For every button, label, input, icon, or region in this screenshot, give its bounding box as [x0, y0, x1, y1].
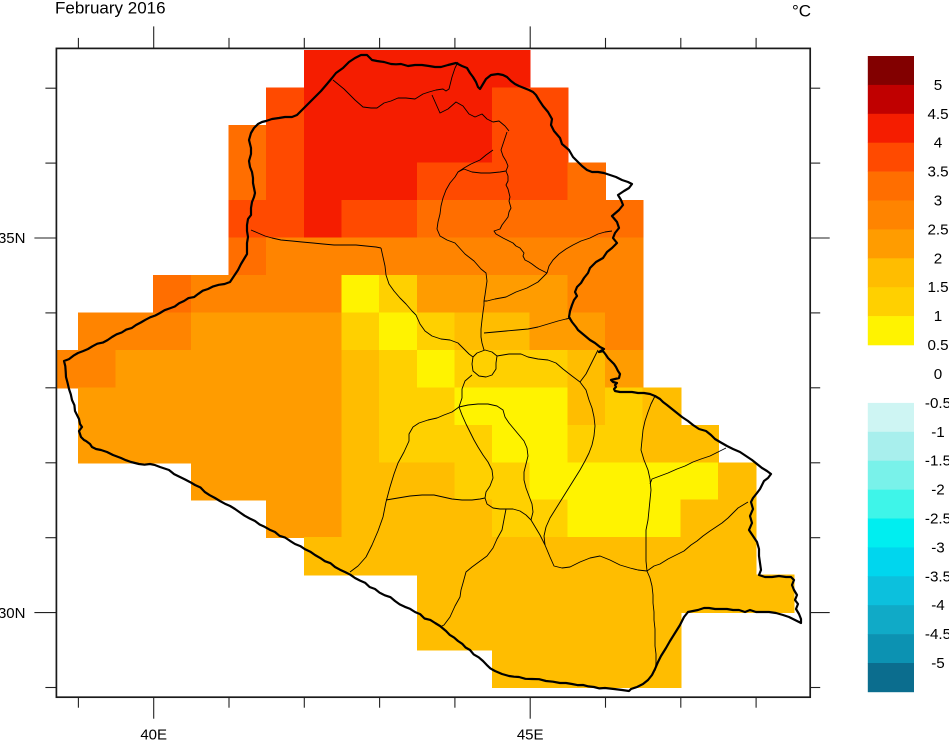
svg-text:1: 1	[934, 308, 942, 325]
svg-text:-3: -3	[931, 539, 945, 556]
svg-text:-1: -1	[931, 424, 945, 441]
svg-text:3.5: 3.5	[927, 164, 948, 181]
svg-text:45E: 45E	[517, 726, 544, 740]
svg-text:40E: 40E	[140, 726, 167, 740]
svg-text:30N: 30N	[0, 605, 26, 622]
svg-text:4: 4	[934, 135, 942, 152]
svg-text:2: 2	[934, 250, 942, 267]
svg-text:35N: 35N	[0, 230, 26, 247]
svg-text:0: 0	[934, 366, 942, 383]
svg-text:-0.5: -0.5	[925, 395, 949, 412]
svg-text:1.5: 1.5	[927, 279, 948, 296]
svg-text:-1.5: -1.5	[925, 453, 949, 470]
svg-text:-5: -5	[931, 655, 945, 672]
svg-text:3: 3	[934, 193, 942, 210]
svg-text:-2.5: -2.5	[925, 511, 949, 528]
svg-text:-4: -4	[931, 597, 945, 614]
svg-text:0.5: 0.5	[927, 337, 948, 354]
svg-text:-4.5: -4.5	[925, 626, 949, 643]
svg-text:-2: -2	[931, 482, 945, 499]
svg-text:-3.5: -3.5	[925, 568, 949, 585]
svg-text:February 2016: February 2016	[55, 0, 166, 18]
svg-text:°C: °C	[792, 2, 811, 21]
svg-text:5: 5	[934, 77, 942, 94]
svg-text:2.5: 2.5	[927, 221, 948, 238]
svg-text:4.5: 4.5	[927, 106, 948, 123]
